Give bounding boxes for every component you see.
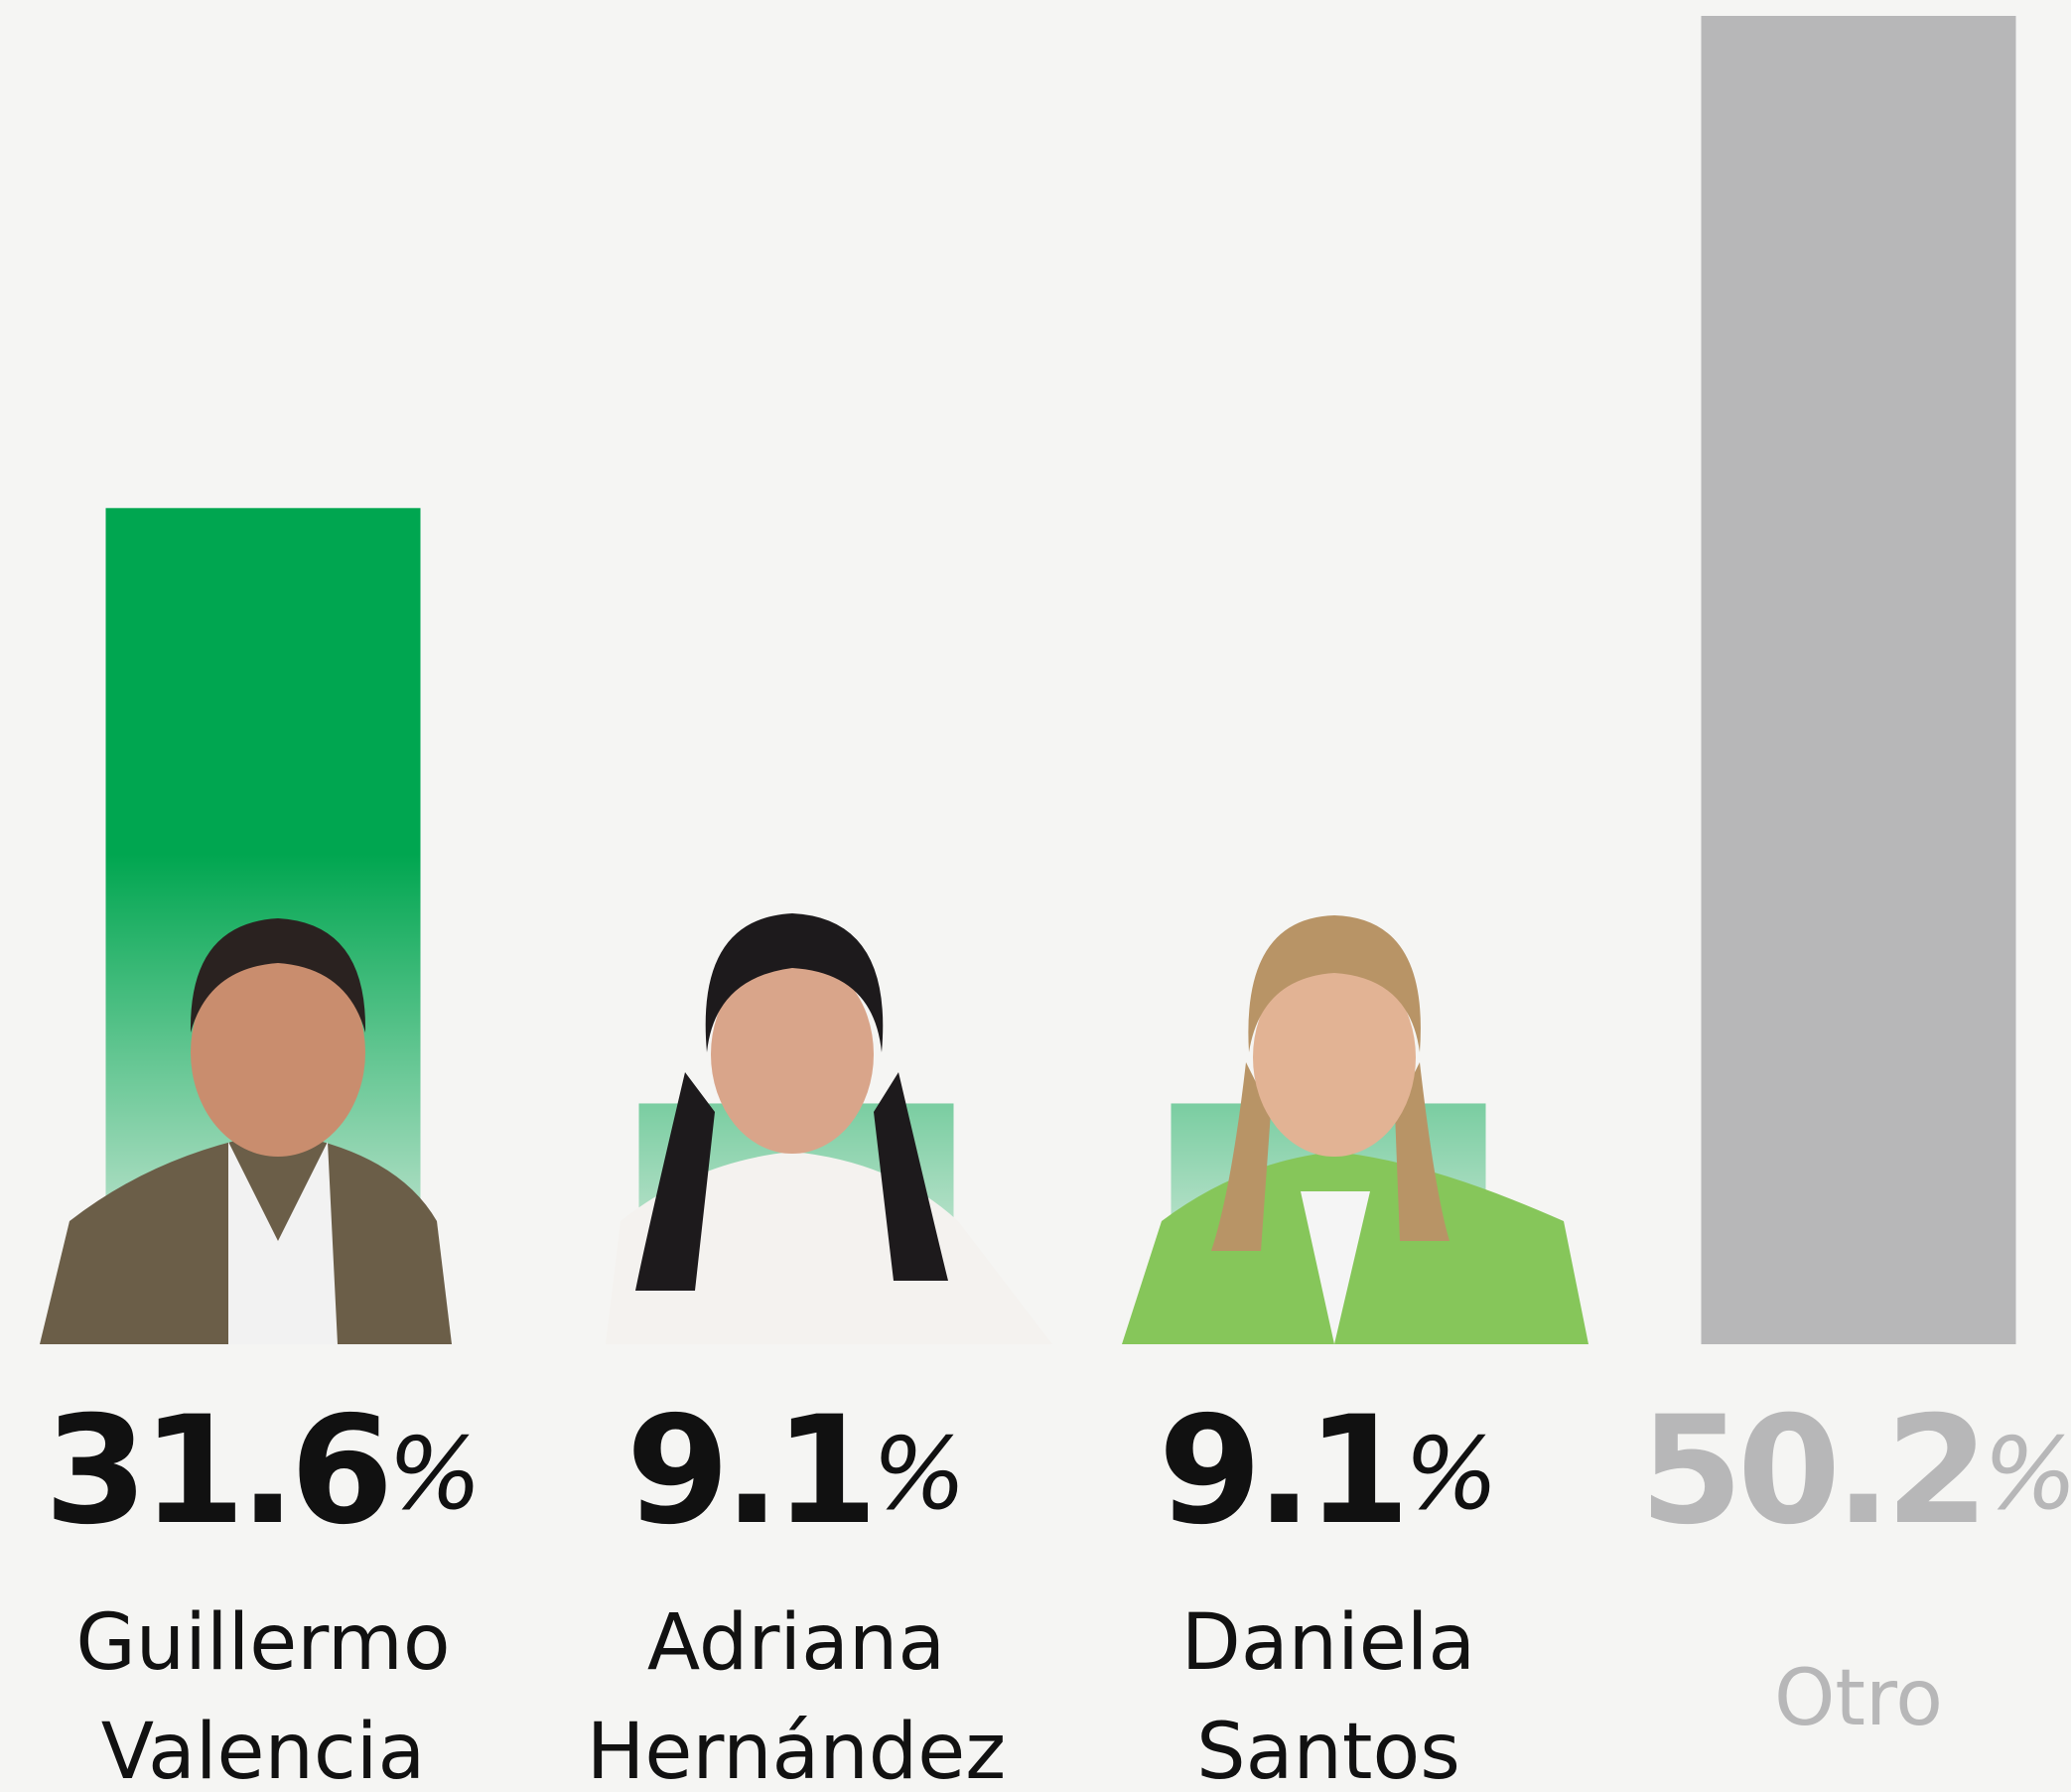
value-label: 9.1% [1159, 1385, 1499, 1558]
photo [606, 913, 1052, 1344]
value-label: 9.1% [626, 1385, 967, 1558]
category-label: Otro [1774, 1654, 1943, 1743]
category-label: Guillermo Valencia [75, 1598, 450, 1792]
value-label: 50.2% [1639, 1385, 2071, 1558]
bar [1701, 16, 2016, 1344]
photo [1122, 915, 1588, 1344]
photo [40, 918, 452, 1344]
candidate-photos [40, 913, 1588, 1344]
category-label: Adriana Hernández [587, 1598, 1006, 1792]
category-label: Daniela Santos [1181, 1598, 1475, 1792]
value-label: 31.6% [44, 1385, 482, 1558]
